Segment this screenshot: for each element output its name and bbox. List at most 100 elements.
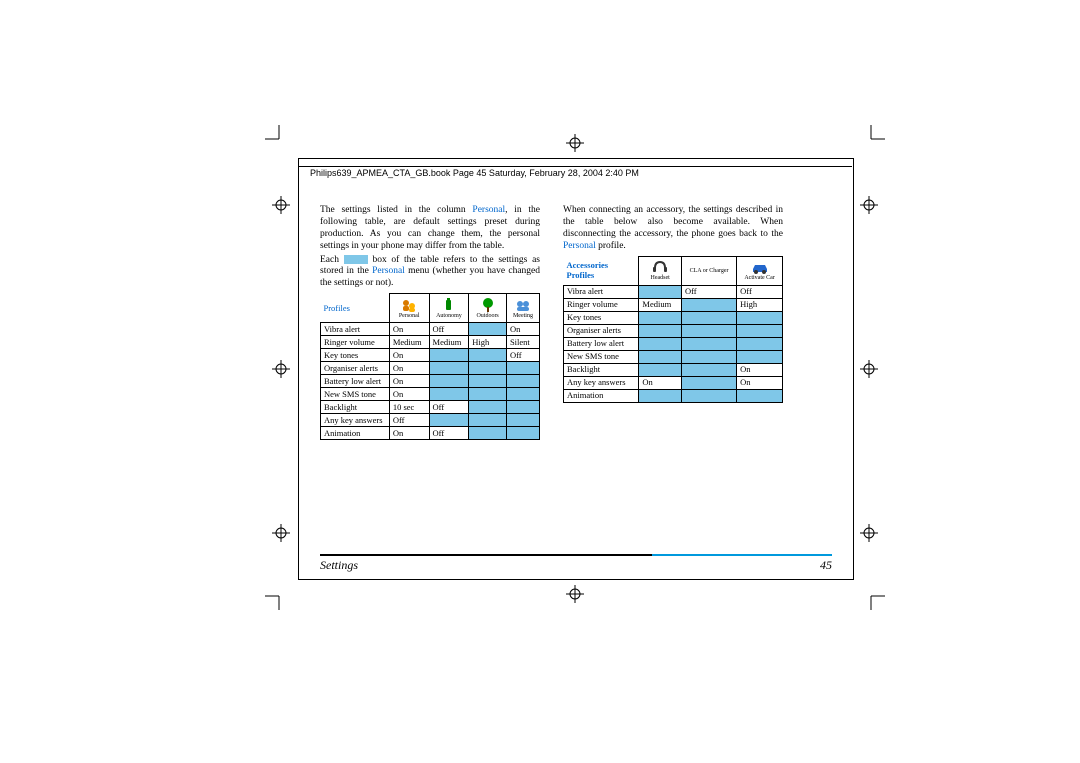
headset-icon: Headset bbox=[639, 256, 682, 285]
cell: On bbox=[389, 375, 429, 388]
row-label: Ringer volume bbox=[564, 298, 639, 311]
cell bbox=[469, 414, 507, 427]
cell bbox=[737, 311, 783, 324]
left-column: The settings listed in the column Person… bbox=[320, 205, 540, 440]
row-label: Animation bbox=[564, 389, 639, 402]
para-2: Each box of the table refers to the sett… bbox=[320, 255, 540, 291]
cell: On bbox=[506, 323, 539, 336]
cell: Medium bbox=[389, 336, 429, 349]
cell: On bbox=[737, 363, 783, 376]
page-footer: Settings 45 bbox=[320, 554, 832, 573]
cell bbox=[506, 388, 539, 401]
cell bbox=[639, 363, 682, 376]
row-label: Backlight bbox=[321, 401, 390, 414]
cell: On bbox=[389, 427, 429, 440]
cell: Medium bbox=[429, 336, 469, 349]
cell bbox=[639, 350, 682, 363]
cell bbox=[639, 337, 682, 350]
cla-charger-icon: CLA or Charger bbox=[681, 256, 736, 285]
cell: On bbox=[389, 388, 429, 401]
row-label: Organiser alerts bbox=[564, 324, 639, 337]
cell bbox=[737, 389, 783, 402]
cell: Off bbox=[429, 401, 469, 414]
cell bbox=[737, 350, 783, 363]
cell bbox=[506, 362, 539, 375]
cell: Medium bbox=[639, 298, 682, 311]
row-label: Battery low alert bbox=[321, 375, 390, 388]
cell: Off bbox=[506, 349, 539, 362]
cell bbox=[506, 375, 539, 388]
crop-mark-bl bbox=[265, 590, 285, 610]
cell bbox=[469, 427, 507, 440]
blue-box-sample bbox=[344, 255, 368, 264]
cell bbox=[429, 349, 469, 362]
cell bbox=[429, 388, 469, 401]
cell: High bbox=[469, 336, 507, 349]
row-label: Vibra alert bbox=[321, 323, 390, 336]
cell bbox=[639, 311, 682, 324]
cell bbox=[506, 427, 539, 440]
reg-mark-tr2 bbox=[860, 196, 878, 214]
row-label: Battery low alert bbox=[564, 337, 639, 350]
reg-mark-left bbox=[272, 360, 290, 378]
row-label: Ringer volume bbox=[321, 336, 390, 349]
activate-car-icon: Activate Car bbox=[737, 256, 783, 285]
row-label: New SMS tone bbox=[321, 388, 390, 401]
personal-link-1: Personal bbox=[472, 205, 505, 215]
accessories-table: Accessories Profiles Headset CLA or Char… bbox=[563, 256, 783, 403]
footer-page: 45 bbox=[820, 558, 832, 573]
meeting-icon: Meeting bbox=[506, 294, 539, 323]
row-label: Any key answers bbox=[564, 376, 639, 389]
cell bbox=[639, 324, 682, 337]
reg-mark-bottom bbox=[566, 585, 584, 603]
cell bbox=[681, 350, 736, 363]
cell bbox=[681, 376, 736, 389]
cell: On bbox=[389, 362, 429, 375]
cell bbox=[506, 414, 539, 427]
row-label: Key tones bbox=[321, 349, 390, 362]
outdoors-icon: Outdoors bbox=[469, 294, 507, 323]
cell bbox=[639, 389, 682, 402]
row-label: Animation bbox=[321, 427, 390, 440]
cell bbox=[469, 401, 507, 414]
row-label: Key tones bbox=[564, 311, 639, 324]
right-column: When connecting an accessory, the settin… bbox=[563, 205, 783, 403]
cell bbox=[737, 337, 783, 350]
cell: High bbox=[737, 298, 783, 311]
profiles-heading: Profiles bbox=[321, 294, 390, 323]
cell: Off bbox=[429, 427, 469, 440]
cell: Off bbox=[429, 323, 469, 336]
reg-mark-br2 bbox=[860, 524, 878, 542]
cell bbox=[681, 389, 736, 402]
cell: Off bbox=[681, 285, 736, 298]
page-content: The settings listed in the column Person… bbox=[320, 205, 832, 545]
cell: Silent bbox=[506, 336, 539, 349]
row-label: New SMS tone bbox=[564, 350, 639, 363]
cell: Off bbox=[389, 414, 429, 427]
cell bbox=[737, 324, 783, 337]
crop-mark-tr bbox=[865, 125, 885, 145]
reg-mark-right bbox=[860, 360, 878, 378]
cell: On bbox=[737, 376, 783, 389]
header-text: Philips639_APMEA_CTA_GB.book Page 45 Sat… bbox=[310, 168, 639, 178]
row-label: Organiser alerts bbox=[321, 362, 390, 375]
cell bbox=[469, 349, 507, 362]
cell bbox=[469, 375, 507, 388]
cell bbox=[429, 362, 469, 375]
para-3: When connecting an accessory, the settin… bbox=[563, 205, 783, 253]
cell bbox=[681, 337, 736, 350]
cell bbox=[469, 362, 507, 375]
cell: On bbox=[639, 376, 682, 389]
reg-mark-bl2 bbox=[272, 524, 290, 542]
footer-title: Settings bbox=[320, 558, 358, 573]
personal-link-2: Personal bbox=[372, 266, 405, 276]
cell bbox=[429, 414, 469, 427]
profiles-table: Profiles Personal Autonomy Outdoors Meet… bbox=[320, 293, 540, 440]
accessories-heading: Accessories Profiles bbox=[564, 256, 639, 285]
cell bbox=[681, 324, 736, 337]
reg-mark-top bbox=[566, 134, 584, 152]
para-1: The settings listed in the column Person… bbox=[320, 205, 540, 253]
cell bbox=[639, 285, 682, 298]
autonomy-icon: Autonomy bbox=[429, 294, 469, 323]
row-label: Vibra alert bbox=[564, 285, 639, 298]
